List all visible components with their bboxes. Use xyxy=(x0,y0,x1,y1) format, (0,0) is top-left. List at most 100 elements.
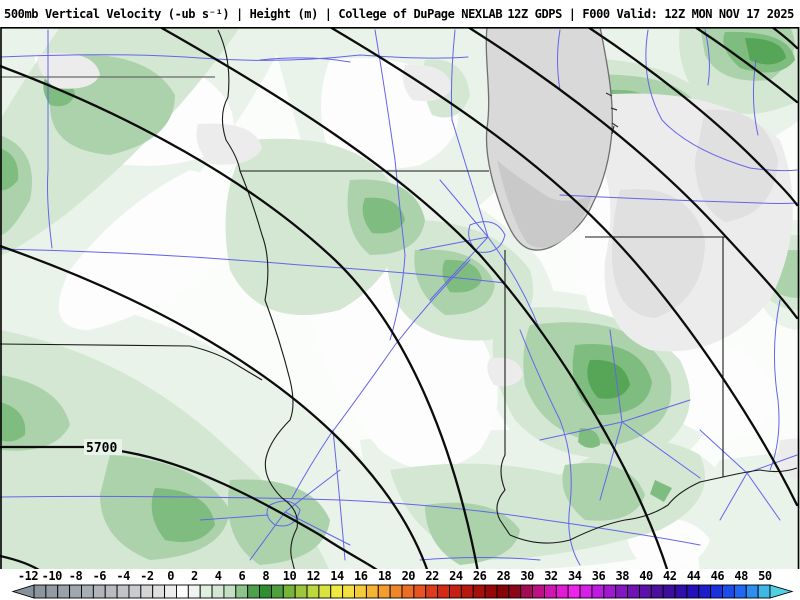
colorbar-segment xyxy=(686,584,700,599)
colorbar-tick-label: 12 xyxy=(306,569,321,583)
colorbar-segment xyxy=(140,584,154,599)
colorbar-tick-label: -10 xyxy=(41,569,63,583)
colorbar-right-arrow xyxy=(769,584,794,599)
colorbar-tick-label: -2 xyxy=(140,569,154,583)
colorbar-segment xyxy=(555,584,569,599)
colorbar-tick-label: 44 xyxy=(686,569,701,583)
colorbar-segment xyxy=(270,584,284,599)
colorbar-tick-label: 16 xyxy=(354,569,368,583)
colorbar-segment xyxy=(318,584,332,599)
colorbar-segment xyxy=(615,584,628,599)
colorbar-tick-label: 30 xyxy=(520,569,534,583)
colorbar-tick-label: 28 xyxy=(496,569,511,583)
colorbar-tick-label: 24 xyxy=(449,569,463,583)
weather-map: 5700 xyxy=(0,25,800,574)
colorbar-segment xyxy=(627,584,640,599)
colorbar-segment xyxy=(508,584,522,599)
colorbar-tick-label: 4 xyxy=(214,569,222,583)
colorbar-segment xyxy=(449,584,462,599)
colorbar-segment xyxy=(57,584,71,599)
colorbar-segment xyxy=(176,584,189,599)
product-title: 500mb Vertical Velocity (-ub s⁻¹) | Heig… xyxy=(4,7,503,21)
colorbar-segment xyxy=(365,584,379,599)
colorbar-tick-label: 50 xyxy=(758,569,772,583)
colorbar-segment xyxy=(342,584,355,599)
vv-fill-darkest xyxy=(587,38,786,399)
colorbar-segment xyxy=(330,584,344,599)
colorbar-segment xyxy=(152,584,166,599)
colorbar-segment xyxy=(92,584,106,599)
colorbar-tick-label: 40 xyxy=(639,569,653,583)
colorbar-segment xyxy=(247,584,260,599)
colorbar-segment xyxy=(282,584,296,599)
colorbar-tick-label: 14 xyxy=(330,569,344,583)
lake-michigan-deep-shade xyxy=(497,160,592,248)
colorbar-segment xyxy=(650,584,664,599)
colorbar-segment xyxy=(306,584,320,599)
colorbar-segment xyxy=(733,584,747,599)
colorbar-segment xyxy=(591,584,605,599)
colorbar-left-arrow xyxy=(11,584,35,599)
colorbar-segment xyxy=(674,584,688,599)
colorbar-segment xyxy=(401,584,415,599)
contour-label-mask xyxy=(84,439,122,455)
colorbar-segment xyxy=(413,584,427,599)
colorbar-segment xyxy=(104,584,118,599)
colorbar-tick-label: -12 xyxy=(17,569,39,583)
colorbar-segment xyxy=(116,584,130,599)
colorbar-segment xyxy=(603,584,617,599)
colorbar-segment xyxy=(235,584,249,599)
state-borders xyxy=(0,29,798,573)
colorbar-tick-label: 18 xyxy=(377,569,392,583)
colorbar-segment xyxy=(532,584,545,599)
colorbar-tick-label: -4 xyxy=(116,569,130,583)
colorbar-segment xyxy=(496,584,510,599)
colorbar-tick-label: 2 xyxy=(191,569,198,583)
rivers-and-roads xyxy=(0,29,798,566)
colorbar-segment xyxy=(698,584,712,599)
colorbar-tick-label: 32 xyxy=(544,569,558,583)
colorbar-segment xyxy=(389,584,403,599)
colorbar-segment xyxy=(128,584,142,599)
map-canvas: 5700 xyxy=(0,25,800,574)
colorbar-segment xyxy=(437,584,450,599)
colorbar-segment xyxy=(425,584,439,599)
colorbar-tick-label: 8 xyxy=(262,569,270,583)
colorbar-tick-label: 46 xyxy=(710,569,725,583)
colorbar-segment xyxy=(757,584,771,599)
colorbar-segment xyxy=(472,584,486,599)
colorbar-tick-label: 42 xyxy=(663,569,677,583)
colorbar-segment xyxy=(187,584,201,599)
colorbar-segment xyxy=(377,584,391,599)
colorbar-segment xyxy=(638,584,652,599)
colorbar-segment xyxy=(520,584,534,599)
colorbar-tick-label: 20 xyxy=(401,569,416,583)
colorbar-segment xyxy=(745,584,759,599)
shoreline-hachure-marks xyxy=(605,92,619,135)
colorbar-segment xyxy=(662,584,676,599)
colorbar-segment xyxy=(460,584,474,599)
colorbar-tick-label: 22 xyxy=(425,569,439,583)
title-bar: 500mb Vertical Velocity (-ub s⁻¹) | Heig… xyxy=(0,0,800,27)
colorbar-segment xyxy=(33,584,47,599)
colorbar-segment xyxy=(45,584,59,599)
colorbar-tick-label: 26 xyxy=(472,569,487,583)
colorbar-tick-label: 34 xyxy=(567,569,582,583)
vv-fill-gray2 xyxy=(612,109,778,318)
colorbar-tick-label: 48 xyxy=(734,569,748,583)
colorbar-tick-label: 0 xyxy=(167,569,174,583)
colorbar-tick-label: 36 xyxy=(591,569,606,583)
colorbar-segment xyxy=(722,584,735,599)
colorbar-segment xyxy=(211,584,225,599)
colorbar-segment xyxy=(199,584,213,599)
model-valid-time: 12Z GDPS | F000 Valid: 12Z MON NOV 17 20… xyxy=(507,7,794,21)
colorbar-segment xyxy=(354,584,367,599)
height-contours xyxy=(0,25,799,574)
colorbar-tick-label: -6 xyxy=(92,569,107,583)
colorbar-segment xyxy=(69,584,82,599)
colorbar-tick-labels: -12 -10 -8 -6 -4 -2 0 2 4 6 8 10 12 14 16 18 20 22 24 26 28 3… xyxy=(0,569,800,583)
colorbar-segment xyxy=(544,584,557,599)
colorbar-tick-label: 6 xyxy=(238,569,246,583)
colorbar-segment xyxy=(81,584,94,599)
